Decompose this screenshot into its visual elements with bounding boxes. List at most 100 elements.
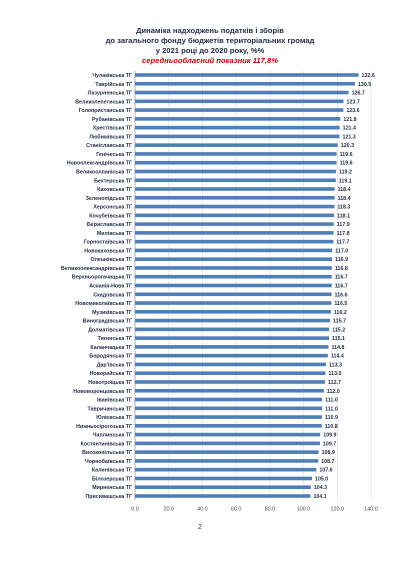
bar xyxy=(135,476,312,481)
bar xyxy=(135,494,311,498)
value-label: 115.2 xyxy=(332,327,345,333)
value-label: 119.6 xyxy=(340,161,353,167)
bar xyxy=(135,213,335,218)
bar xyxy=(135,195,335,200)
bar xyxy=(135,310,331,314)
value-label: 123.6 xyxy=(346,108,359,114)
value-label: 114.8 xyxy=(332,345,345,351)
value-label: 121.8 xyxy=(343,117,356,123)
value-label: 110.9 xyxy=(325,415,338,421)
category-label: Горностаївська ТГ xyxy=(84,240,132,246)
x-tick-label: 100.0 xyxy=(297,506,311,512)
category-label: Новоолександрівська ТГ xyxy=(67,161,132,167)
category-label: Каховська ТГ xyxy=(97,187,132,193)
category-label: Бехтерська ТГ xyxy=(94,178,132,184)
value-label: 111.0 xyxy=(325,398,338,404)
category-label: Верхньорогачицька ТГ xyxy=(72,275,132,281)
bar xyxy=(135,257,333,261)
value-label: 116.2 xyxy=(334,310,347,316)
category-label: Зеленопідська ТГ xyxy=(86,196,132,202)
x-tick-label: 0.0 xyxy=(131,506,139,512)
category-label: Голопристанська ТГ xyxy=(79,108,132,114)
bar xyxy=(135,406,323,411)
value-label: 114.4 xyxy=(331,354,344,360)
category-label: Любимівська ТГ xyxy=(89,133,132,140)
value-label: 117.8 xyxy=(337,231,350,237)
category-label: Хрестівська ТГ xyxy=(93,126,132,132)
bar xyxy=(135,143,338,147)
value-label: 119.1 xyxy=(339,178,352,184)
bar xyxy=(135,459,319,463)
category-label: Генічеська ТГ xyxy=(96,152,132,158)
category-label: Олешківська ТГ xyxy=(91,257,132,263)
value-label: 110.8 xyxy=(325,424,338,430)
bar xyxy=(135,301,332,305)
category-label: Херсонська ТГ xyxy=(93,205,132,211)
value-label: 105.0 xyxy=(315,476,328,482)
category-label: Високопільська ТГ xyxy=(82,450,132,456)
value-label: 132.6 xyxy=(362,73,375,79)
value-label: 116.9 xyxy=(335,257,348,263)
category-label: Каланчацька ТГ xyxy=(90,345,132,351)
category-label: Білозерська ТГ xyxy=(92,476,132,482)
value-label: 113.0 xyxy=(328,371,341,377)
value-label: 117.9 xyxy=(337,222,350,228)
bar xyxy=(135,467,317,472)
bar xyxy=(135,274,332,279)
category-label: Тягинська ТГ xyxy=(98,336,132,342)
category-label: Милівська ТГ xyxy=(97,231,132,237)
value-label: 116.8 xyxy=(335,266,348,272)
bar xyxy=(135,432,321,437)
chart-subtitle: середньообласний показник 117,8% xyxy=(142,56,278,65)
bar xyxy=(135,239,334,244)
category-label: Великолепетиська ТГ xyxy=(75,99,132,105)
category-label: Скадовська ТГ xyxy=(93,292,132,298)
bar xyxy=(135,160,337,165)
bar xyxy=(135,380,325,384)
category-label: Чорнобаївська ТГ xyxy=(85,458,132,465)
x-tick-label: 40.0 xyxy=(197,506,208,512)
value-label: 118.3 xyxy=(337,205,350,211)
category-label: Виноградівська ТГ xyxy=(83,319,132,325)
value-label: 116.7 xyxy=(335,275,348,281)
category-label: Новомиколаївська ТГ xyxy=(75,301,132,307)
value-label: 108.7 xyxy=(321,459,334,465)
category-label: Новотроїцька ТГ xyxy=(88,380,132,386)
bar xyxy=(135,362,326,367)
bar xyxy=(135,441,320,446)
value-label: 123.7 xyxy=(347,99,360,105)
bar xyxy=(135,266,332,270)
bar xyxy=(135,178,336,183)
bar xyxy=(135,152,337,156)
category-label: Нововоронцовська ТГ xyxy=(73,389,132,395)
bar xyxy=(135,415,322,419)
value-label: 121.3 xyxy=(342,134,355,140)
category-label: Долматівська ТГ xyxy=(88,327,132,333)
value-label: 108.9 xyxy=(322,450,335,456)
category-label: Великоолпаніська ТГ xyxy=(76,169,132,175)
bar xyxy=(135,371,326,376)
category-label: Новорайська ТГ xyxy=(90,370,132,377)
category-label: Чулаківська ТГ xyxy=(92,73,132,79)
bar xyxy=(135,397,323,402)
value-label: 109.9 xyxy=(323,433,336,439)
chart-title-line-3: у 2021 році до 2020 року, %% xyxy=(155,46,265,55)
bar xyxy=(135,327,330,332)
value-label: 116.5 xyxy=(334,301,347,307)
x-tick-label: 140.0 xyxy=(364,506,378,512)
category-label: Бериславська ТГ xyxy=(87,222,132,228)
value-label: 116.6 xyxy=(335,292,348,298)
x-tick-label: 20.0 xyxy=(163,506,174,512)
value-label: 119.2 xyxy=(339,169,352,175)
bar xyxy=(135,125,340,130)
bar xyxy=(135,283,332,288)
category-label: Рубанівська ТГ xyxy=(92,116,132,123)
x-tick-label: 120.0 xyxy=(331,506,345,512)
chart-title-line-1: Динаміка надходжень податків і зборів xyxy=(136,26,284,35)
bar xyxy=(135,222,334,226)
value-label: 118.4 xyxy=(338,196,351,202)
bar xyxy=(135,108,344,112)
bar xyxy=(135,231,334,235)
x-tick-label: 60.0 xyxy=(231,506,242,512)
